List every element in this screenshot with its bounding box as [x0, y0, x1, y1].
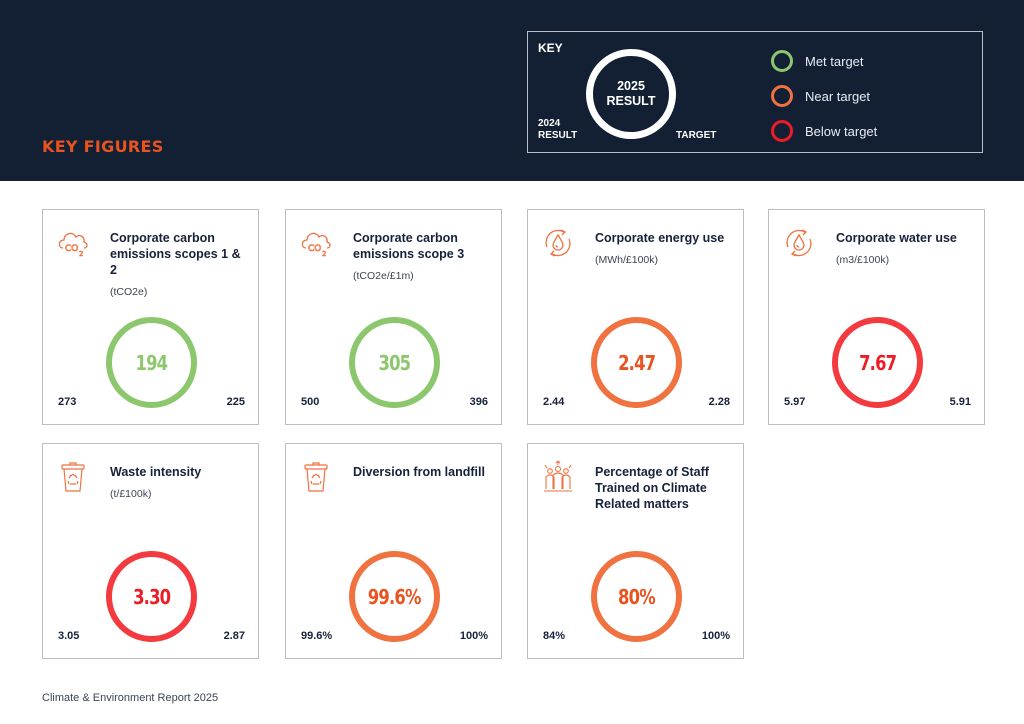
target-value: 396	[469, 396, 488, 408]
key-figure-card: Diversion from landfill 99.6% 99.6% 100%	[285, 443, 502, 659]
key-prev-label: RESULT	[538, 130, 578, 141]
result-ring-met: 305	[349, 317, 440, 408]
card-title: Corporate carbon emissions scopes 1 & 2 (…	[110, 230, 250, 300]
card-title-text: Corporate carbon emissions scopes 1 & 2	[110, 231, 241, 277]
card-unit: (tCO2e)	[110, 286, 148, 298]
target-value: 100%	[459, 630, 488, 642]
result-ring-below: 7.67	[832, 317, 923, 408]
key-figure-card: CO 2 Corporate carbon emissions scopes 1 &…	[42, 209, 259, 425]
result-2024: 500	[301, 396, 320, 408]
recycle-bin-icon	[300, 460, 332, 494]
legend-item-below: Below target	[771, 119, 877, 143]
card-title: Waste intensity (t/£100k)	[110, 464, 250, 502]
met-target-circle-icon	[771, 50, 793, 72]
legend-label: Near target	[805, 88, 871, 104]
card-title-text: Waste intensity	[110, 465, 202, 479]
recycle-bin-icon	[57, 460, 89, 494]
card-title-text: Corporate energy use	[595, 231, 725, 245]
result-2024: 2.44	[543, 396, 565, 408]
card-title-text: Corporate water use	[836, 231, 957, 245]
card-unit: (MWh/£100k)	[595, 254, 659, 266]
svg-text:2: 2	[322, 250, 326, 258]
result-2025: 7.67	[858, 350, 897, 375]
result-ring-below: 3.30	[106, 551, 197, 642]
result-2024: 99.6%	[301, 630, 333, 642]
status-legend: Met target Near target Below target	[771, 49, 877, 154]
key-legend: KEY 2025 RESULT 2024 RESULT TARGET Met t…	[527, 31, 983, 153]
result-2025: 2.47	[617, 350, 656, 375]
result-2025: 3.30	[132, 584, 171, 609]
co2-cloud-icon: CO 2	[57, 226, 89, 260]
result-2024: 84%	[543, 630, 566, 642]
card-unit: (m3/£100k)	[836, 254, 890, 266]
card-title: Percentage of Staff Trained on Climate R…	[595, 464, 735, 512]
result-2024: 5.97	[784, 396, 806, 408]
target-value: 100%	[701, 630, 730, 642]
key-previous-result: 2024 RESULT	[538, 118, 577, 142]
target-value: 2.87	[223, 630, 245, 642]
staff-group-icon	[542, 460, 574, 494]
key-target: TARGET	[676, 130, 717, 141]
card-title: Diversion from landfill	[353, 464, 493, 480]
result-ring-near: 2.47	[591, 317, 682, 408]
key-prev-year: 2024	[538, 118, 561, 129]
card-unit: (t/£100k)	[110, 488, 152, 500]
key-figure-card: CO 2 Corporate carbon emissions scope 3 (tC…	[285, 209, 502, 425]
card-title-text: Diversion from landfill	[353, 465, 485, 479]
svg-text:2: 2	[79, 250, 83, 258]
result-2025: 80%	[618, 584, 656, 609]
card-title: Corporate energy use (MWh/£100k)	[595, 230, 735, 268]
legend-item-near: Near target	[771, 84, 877, 108]
header-banner: KEY FIGURES KEY 2025 RESULT 2024 RESULT …	[0, 0, 1024, 181]
result-2024: 3.05	[58, 630, 80, 642]
target-value: 225	[226, 396, 245, 408]
near-target-circle-icon	[771, 85, 793, 107]
below-target-circle-icon	[771, 120, 793, 142]
result-ring-near: 80%	[591, 551, 682, 642]
svg-text:CO: CO	[65, 244, 78, 254]
target-value: 2.28	[708, 396, 730, 408]
legend-item-met: Met target	[771, 49, 877, 73]
key-figure-card: Corporate energy use (MWh/£100k) 2.47 2.44 2…	[527, 209, 744, 425]
card-title: Corporate carbon emissions scope 3 (tCO2e…	[353, 230, 493, 284]
card-title-text: Percentage of Staff Trained on Climate R…	[595, 465, 709, 511]
key-label: KEY	[538, 41, 563, 55]
key-ring: 2025 RESULT	[586, 49, 676, 139]
card-title: Corporate water use (m3/£100k)	[836, 230, 976, 268]
legend-label: Met target	[805, 53, 864, 69]
card-unit: (tCO2e/£1m)	[353, 270, 414, 282]
key-figure-card: Corporate water use (m3/£100k) 7.67 5.97 5.9…	[768, 209, 985, 425]
result-2024: 273	[58, 396, 77, 408]
legend-label: Below target	[805, 123, 878, 139]
result-2025: 305	[378, 350, 412, 375]
result-ring-near: 99.6%	[349, 551, 440, 642]
result-ring-met: 194	[106, 317, 197, 408]
target-value: 5.91	[949, 396, 971, 408]
section-title: KEY FIGURES	[42, 137, 164, 156]
key-figure-card: Waste intensity (t/£100k) 3.30 3.05 2.87	[42, 443, 259, 659]
energy-drop-cycle-icon	[542, 226, 574, 260]
svg-text:CO: CO	[308, 244, 321, 254]
result-2025: 99.6%	[368, 584, 422, 609]
key-ring-year: 2025	[617, 79, 645, 93]
co2-cloud-icon: CO 2	[300, 226, 332, 260]
result-2025: 194	[135, 350, 169, 375]
card-title-text: Corporate carbon emissions scope 3	[353, 231, 465, 261]
key-ring-result: RESULT	[606, 94, 656, 108]
water-drop-cycle-icon	[783, 226, 815, 260]
footer-report-title: Climate & Environment Report 2025	[42, 692, 219, 704]
key-figure-card: Percentage of Staff Trained on Climate R…	[527, 443, 744, 659]
